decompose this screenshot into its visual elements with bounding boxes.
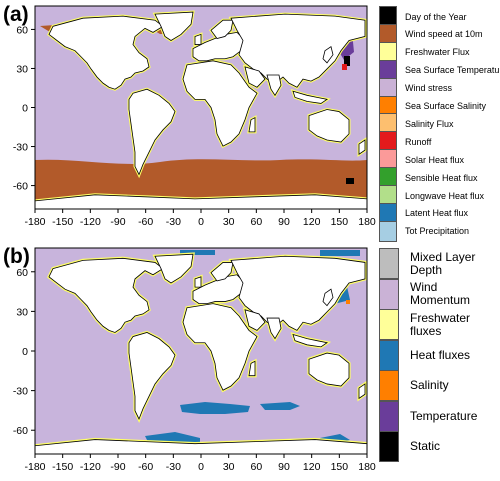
panel-a-x-tick-label: 60 [250, 216, 262, 228]
panel-a-x-tick-label: -150 [52, 216, 73, 228]
panel-a-x-tick-label: 150 [331, 216, 349, 228]
panel-b-axes: -180 -150 -120 -90 -60 -30 0 30 60 90 120 150 180 60 3… [13, 267, 376, 473]
panel-a-axes: -180 -150 -120 -90 -60 -30 0 30 60 90 120 150 180 60 3… [13, 24, 376, 228]
panel-a-legend-item: Freshwater Flux [379, 41, 470, 63]
panel-a-legend-label: Latent Heat flux [405, 208, 469, 219]
panel-b-heat-south-indian [260, 402, 300, 410]
panel-b-heat-arctic [320, 250, 360, 256]
panel-b-legend-swatch [379, 339, 399, 371]
panel-b-x-tick-label: -150 [52, 461, 73, 473]
panel-b-y-tick-label: -60 [13, 425, 28, 437]
panel-b-x-tick-label: -90 [110, 461, 125, 473]
panel-b-legend-item: Wind Momentum [379, 278, 500, 310]
panel-b-y-tick-label: -30 [13, 386, 28, 398]
panel-a-x-tick-label: -180 [24, 216, 45, 228]
panel-a-x-tick-label: -60 [138, 216, 153, 228]
panel-b-y-tick-label: 0 [22, 346, 28, 358]
panel-b-legend-swatch [379, 248, 399, 279]
panel-a-x-tick-label: -120 [80, 216, 101, 228]
panel-b-legend-label: Heat fluxes [410, 347, 471, 362]
panel-b-x-tick-label: 30 [223, 461, 235, 473]
panel-b-legend-label: Temperature [410, 408, 478, 423]
panel-b-y-tick-label: 30 [16, 306, 28, 318]
panel-b-legend-label: Wind Momentum [410, 280, 471, 307]
panel-a-legend-label: Day of the Year [405, 11, 467, 22]
panel-b-x-tick-label: -30 [166, 461, 181, 473]
panel-a-y-tick-label: -60 [13, 181, 28, 193]
panel-a-x-tick-label: 0 [198, 216, 204, 228]
panel-a-legend-label: Sea Surface Temperature [405, 65, 500, 76]
panel-b-x-tick-label: 90 [278, 461, 290, 473]
panel-a-legend-label: Wind speed at 10m [405, 29, 483, 40]
panel-b-x-tick-label: 60 [250, 461, 262, 473]
panel-a-runoff-patch [342, 64, 347, 70]
panel-b-y-tick-label: 60 [16, 267, 28, 279]
panel-a-map [34, 5, 368, 210]
panel-a-y-tick-label: 0 [22, 103, 28, 115]
panel-a-legend-item: Longwave Heat flux [379, 185, 484, 206]
panel-a-doy-patch [344, 56, 350, 66]
panel-a-y-tick-label: 30 [16, 63, 28, 75]
panel-a-legend-item: Sea Surface Temperature [379, 59, 500, 81]
panel-b-legend-label: Static [410, 439, 441, 453]
panel-b-heat-south-atlantic [180, 402, 250, 414]
panel-a-y-tick-label: 60 [16, 24, 28, 36]
panel-b-legend-item: Salinity [379, 370, 500, 401]
panel-b-legend-swatch [379, 278, 399, 310]
panel-a-label: (a) [3, 3, 29, 26]
panel-b-x-tick-label: -120 [80, 461, 101, 473]
panel-a-legend-item: Runoff [379, 131, 432, 153]
panel-a-legend-label: Longwave Heat flux [405, 190, 485, 201]
panel-a-legend-label: Wind stress [405, 83, 453, 94]
panel-b-x-tick-label: 0 [198, 461, 204, 473]
panel-b-legend: Mixed Layer Depth Wind Momentum Freshwater… [379, 248, 497, 463]
panel-b-label: (b) [3, 245, 30, 268]
panel-a-legend-item: Tot Precipitation [379, 220, 470, 242]
panel-a-legend-label: Sensible Heat flux [405, 172, 478, 183]
panel-b-legend-label: Freshwater fluxes [410, 310, 471, 338]
panel-b-map [34, 247, 368, 455]
panel-a-x-tick-label: -90 [110, 216, 125, 228]
panel-b-x-tick-label: -60 [138, 461, 153, 473]
panel-b-legend-swatch [379, 431, 399, 462]
panel-b-legend-label: Salinity [410, 378, 449, 392]
panel-a-legend-label: Freshwater Flux [405, 47, 470, 58]
panel-b-x-tick-label: 120 [303, 461, 321, 473]
panel-b-legend-item: Static [379, 431, 500, 462]
panel-a-x-tick-label: 180 [358, 216, 376, 228]
panel-a-x-tick-label: 30 [223, 216, 235, 228]
panel-a-x-tick-label: 90 [278, 216, 290, 228]
panel-a-legend: Day of the Year Wind speed at 10m Freshwat… [379, 6, 500, 242]
panel-a-legend-label: Sea Surface Salinity [405, 101, 487, 111]
panel-b-legend-item: Freshwater fluxes [379, 309, 500, 340]
panel-a-legend-label: Tot Precipitation [405, 226, 470, 237]
panel-a-x-tick-label: -30 [166, 216, 181, 228]
panel-b-x-tick-label: -180 [24, 461, 45, 473]
panel-a-legend-label: Runoff [405, 136, 432, 147]
panel-b-legend-label: Mixed Layer Depth [410, 249, 476, 277]
panel-b-legend-item: Mixed Layer Depth [379, 248, 500, 279]
panel-a-legend-label: Salinity Flux [405, 118, 454, 129]
panel-b-x-tick-label: 150 [331, 461, 349, 473]
panel-a-doy-patch-2 [346, 178, 354, 184]
panel-b-legend-swatch [379, 370, 399, 401]
panel-a-legend-swatch [379, 220, 397, 242]
panel-b-legend-swatch [379, 400, 399, 432]
panel-b-legend-swatch [379, 309, 399, 340]
panel-a-x-tick-label: 120 [303, 216, 321, 228]
panel-b-salinity-patch [346, 300, 350, 304]
panel-b-legend-item: Temperature [379, 400, 500, 432]
panel-a-y-tick-label: -30 [13, 142, 28, 154]
panel-b-legend-item: Heat fluxes [379, 339, 500, 371]
panel-a-legend-label: Solar Heat flux [405, 154, 465, 165]
panel-b-x-tick-label: 180 [358, 461, 376, 473]
panel-a-legend-item: Day of the Year [379, 6, 467, 27]
